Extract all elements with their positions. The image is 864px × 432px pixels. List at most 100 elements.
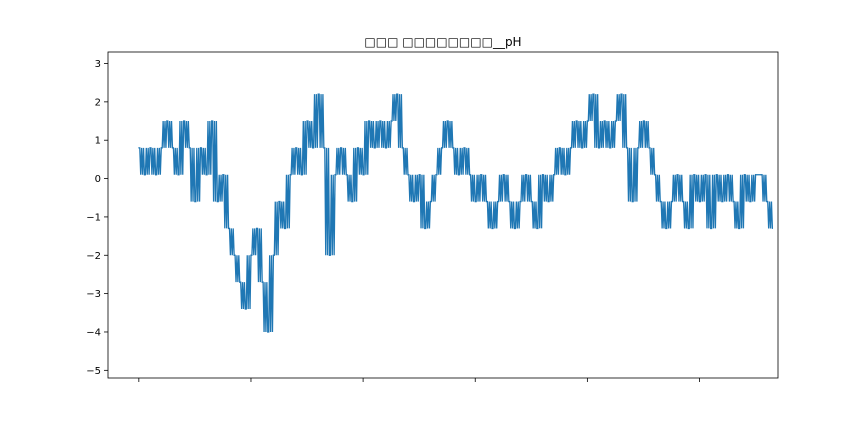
data-point	[368, 120, 370, 122]
data-point	[356, 147, 359, 149]
data-point	[620, 93, 622, 95]
series-path	[138, 93, 774, 333]
data-point	[418, 174, 420, 176]
data-point	[373, 147, 375, 149]
data-point	[334, 174, 336, 176]
data-point	[457, 174, 460, 176]
data-point	[194, 200, 196, 203]
data-point	[553, 174, 555, 176]
data-point	[267, 331, 269, 333]
y-tick-label: 3	[95, 59, 101, 70]
data-point	[491, 227, 493, 230]
data-point	[323, 147, 325, 149]
data-point	[586, 120, 588, 122]
data-point	[547, 200, 549, 203]
y-tick-label: 1	[95, 136, 101, 147]
data-point	[609, 147, 611, 149]
data-point	[149, 147, 151, 149]
data-point	[452, 147, 454, 149]
y-tick-label: −3	[86, 289, 101, 300]
data-point	[474, 200, 476, 203]
data-point	[541, 174, 544, 176]
data-point	[469, 174, 471, 176]
series-layer	[138, 93, 774, 333]
data-point	[440, 147, 443, 149]
data-point	[698, 200, 701, 203]
data-point	[216, 200, 218, 203]
data-point	[239, 281, 241, 283]
data-point	[390, 120, 392, 122]
data-point	[155, 174, 157, 176]
data-point	[749, 200, 751, 203]
data-point	[732, 200, 734, 203]
data-point	[485, 200, 488, 203]
data-point	[754, 174, 757, 176]
data-point	[284, 227, 286, 230]
data-point	[244, 308, 246, 310]
data-point	[726, 174, 729, 176]
data-point	[424, 227, 426, 230]
data-point	[502, 174, 504, 176]
data-point	[670, 200, 673, 203]
data-point	[710, 227, 712, 230]
data-point	[278, 200, 280, 203]
y-tick-label: −4	[86, 327, 101, 338]
data-point	[435, 174, 437, 176]
data-point	[328, 254, 331, 256]
data-point	[642, 120, 645, 122]
data-point	[429, 200, 431, 203]
data-point	[295, 147, 297, 149]
data-point	[362, 174, 364, 176]
data-point	[255, 227, 258, 230]
data-point	[188, 147, 190, 149]
y-tick-label: 2	[95, 97, 101, 108]
data-point	[564, 174, 566, 176]
data-point	[340, 147, 342, 149]
data-point	[513, 227, 516, 230]
data-point	[306, 120, 308, 122]
data-point	[183, 120, 185, 122]
data-point	[401, 147, 403, 149]
data-point	[659, 200, 661, 203]
y-tick-label: −1	[86, 212, 101, 223]
data-point	[614, 120, 617, 122]
data-point	[379, 120, 381, 122]
data-point	[665, 227, 667, 230]
y-tick-label: 0	[95, 174, 101, 185]
data-point	[261, 281, 263, 283]
plot-frame	[107, 51, 779, 379]
series-line	[138, 93, 774, 333]
data-point	[631, 200, 633, 203]
data-point	[211, 120, 213, 122]
data-point	[250, 254, 252, 256]
data-point	[603, 120, 605, 122]
data-point	[272, 254, 274, 256]
data-point	[138, 147, 140, 149]
data-point	[558, 147, 560, 149]
data-point	[648, 147, 650, 149]
data-point	[592, 93, 594, 95]
data-point	[575, 120, 577, 122]
data-point	[626, 147, 628, 149]
data-point	[222, 174, 224, 176]
data-point	[480, 174, 482, 176]
data-point	[160, 147, 162, 149]
data-point	[530, 200, 532, 203]
data-point	[384, 147, 387, 149]
data-point	[766, 200, 768, 203]
data-point	[205, 174, 207, 176]
data-point	[760, 174, 762, 176]
data-point	[536, 227, 538, 230]
data-point	[289, 174, 291, 176]
data-point	[654, 174, 656, 176]
data-point	[312, 147, 314, 149]
data-point	[597, 147, 600, 149]
data-point	[171, 147, 174, 149]
data-point	[396, 93, 398, 95]
data-point	[227, 227, 230, 230]
data-point	[412, 200, 415, 203]
data-point	[721, 200, 723, 203]
data-point	[693, 174, 695, 176]
